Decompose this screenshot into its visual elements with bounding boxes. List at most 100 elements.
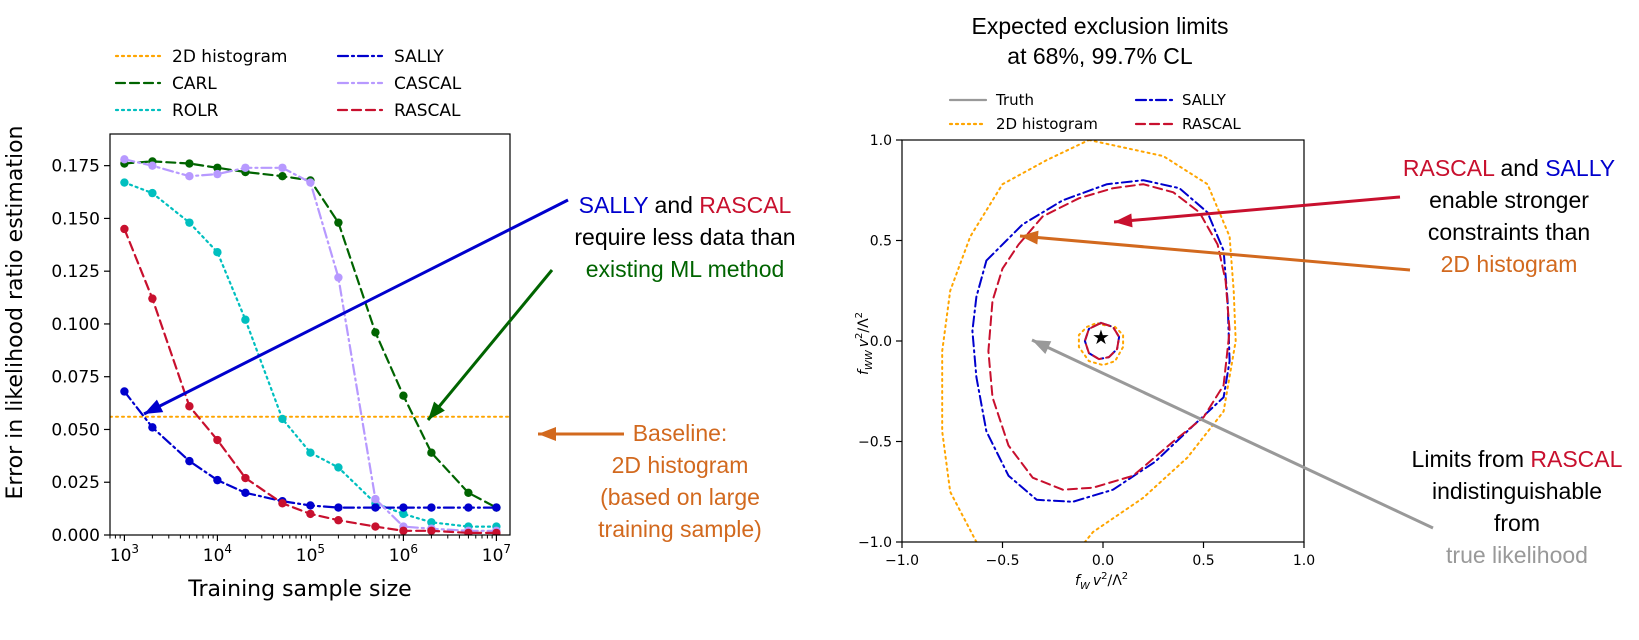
annotation-line: RASCAL and SALLY [1403,155,1615,181]
annotation-line: require less data than [574,224,795,250]
legend: 2D histogram CARL ROLR SALLY CASCAL RASCAL [114,47,462,121]
legend-label: CASCAL [394,74,462,94]
arrow-rascal-sally [1113,195,1401,228]
arrow-head [1032,340,1052,354]
data-point [148,423,157,432]
legend-label: SALLY [1182,91,1227,109]
arrow-histogram [1019,230,1411,272]
x-tick-label: 106 [389,542,418,566]
data-point [241,488,250,497]
legend-item-truth: Truth [948,91,1034,109]
data-point [334,503,343,512]
data-point [278,414,287,424]
data-point [464,503,473,512]
plot-area [110,155,510,535]
y-tick-label: 0.175 [51,157,100,177]
legend-item-rolr: ROLR [114,101,219,121]
series-line [123,227,498,535]
y-tick-label: 0.100 [51,315,100,335]
data-point [241,315,250,324]
annotations: SALLY and RASCAL require less data than ex… [143,155,1623,568]
data-point [399,391,408,400]
arrow-shaft [1113,195,1401,224]
annotation-line: true likelihood [1446,542,1588,568]
contour-line [971,179,1231,503]
y-tick-label: −0.5 [858,435,892,451]
series-rolr [120,178,501,531]
y-tick-label: 0.125 [51,262,100,282]
data-point [306,501,315,510]
x-tick-label: 107 [482,542,511,566]
data-point [334,516,343,525]
data-point [306,178,315,187]
data-point [278,172,287,181]
x-tick-label: −1.0 [885,553,919,569]
data-point [120,224,129,234]
annotation-line: existing ML method [586,256,785,282]
data-point [148,294,157,303]
legend-item-rascal: RASCAL [1134,115,1241,133]
contour-line [1077,321,1125,367]
data-point [399,526,408,535]
plot-area: ★ [941,140,1237,542]
annotation-line: enable stronger [1429,187,1589,213]
series-rascal [120,224,501,535]
arrow-head [1020,230,1039,245]
data-point [371,522,380,531]
contour-line [941,140,1090,542]
data-point [306,509,315,519]
data-point [306,448,315,457]
data-point [185,159,194,168]
data-point [464,488,473,497]
data-point [185,456,194,466]
data-point [241,163,250,172]
arrow-shaft [143,198,569,416]
legend-label: Truth [995,91,1034,109]
data-point [334,273,343,282]
annotation-line: training sample) [598,516,762,542]
annotation-line: 2D histogram [1441,251,1578,277]
arrow-head [1114,213,1133,228]
x-axis: 103 104 105 106 107 [109,535,511,566]
data-point [120,155,129,164]
data-point [427,503,436,512]
data-point [427,526,436,535]
annotation-line: (based on large [600,484,760,510]
y-tick-label: 0.150 [51,209,100,229]
data-point [492,503,501,512]
plot-frame [109,133,511,536]
best-fit-star: ★ [1092,325,1110,349]
contour-line [1083,321,1121,361]
series-rascal [987,183,1231,491]
contour-line [1083,140,1237,542]
chart-title-line: at 68%, 99.7% CL [1007,43,1193,69]
training-error-chart: 0.000 0.025 0.050 0.075 0.100 0.125 0.150 0.175… [3,47,511,602]
legend-item-sally: SALLY [336,47,444,67]
legend-label: RASCAL [1182,115,1241,133]
y-axis-label: fWWv2/Λ2 [854,312,875,375]
data-point [213,435,222,445]
x-tick-label: −0.5 [986,553,1020,569]
arrow-head [144,399,164,414]
data-point [399,509,408,519]
data-point [399,503,408,512]
x-axis-label: fW v2/Λ2 [1075,571,1128,592]
legend-label: 2D histogram [996,115,1098,133]
x-axis: −1.0 −0.5 0.0 0.5 1.0 [885,542,1315,569]
data-point [120,178,129,187]
data-point [185,172,194,181]
contour-line [987,183,1231,491]
data-point [334,218,343,227]
annotation-line: from [1494,510,1540,536]
y-tick-label: 0.075 [51,368,100,388]
data-point [213,247,222,257]
annotation-line: constraints than [1428,219,1590,245]
annotation-left-baseline: Baseline: 2D histogram (based on large trai… [598,420,762,542]
y-tick-label: 0.000 [51,526,100,546]
x-tick-label: 105 [296,542,325,566]
y-tick-label: −1.0 [858,535,892,551]
x-axis-label: Training sample size [187,577,411,602]
data-point [334,463,343,472]
annotation-line: Baseline: [633,420,728,446]
